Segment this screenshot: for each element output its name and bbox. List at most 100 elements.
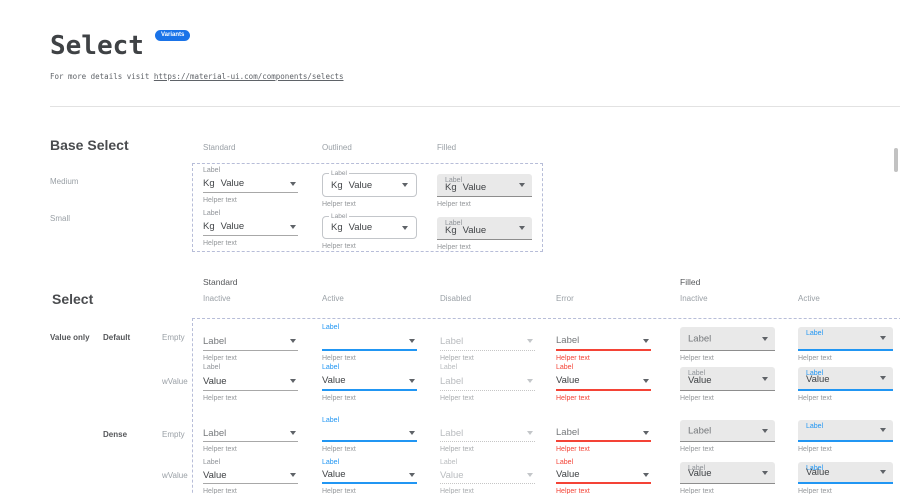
field-label [203,323,298,332]
field-label [440,416,535,425]
select-field: Label Helper text [322,323,417,362]
select-control[interactable]: Label [203,332,298,351]
select-control[interactable]: Kg Value [203,175,298,193]
select-control[interactable] [322,425,417,442]
select-control[interactable]: Value [440,467,535,484]
dropdown-arrow-icon [409,472,415,477]
select-value: Value [348,222,373,233]
select-value: Label [203,427,227,439]
select-field: Label Value Helper text [680,458,775,494]
row-group-default: Default [103,333,131,342]
docs-link[interactable]: https://material-ui.com/components/selec… [153,72,344,81]
helper-text: Helper text [556,446,590,453]
row-group-dense: Dense [103,430,128,439]
select-field: Label Value Helper text [680,363,775,402]
dropdown-arrow-icon [643,472,649,477]
dropdown-arrow-icon [880,376,886,380]
select-value: Value [220,178,245,189]
group-header-filled: Filled [680,277,701,287]
select-control[interactable]: Label [680,327,775,351]
row-label-empty: Empty [162,333,185,342]
select-control[interactable]: Value [203,372,298,391]
helper-text: Helper text [440,395,474,402]
helper-text: Helper text [203,355,237,362]
dropdown-arrow-icon [643,378,649,383]
helper-text: Helper text [680,446,714,453]
dropdown-arrow-icon [880,428,886,432]
select-control[interactable]: Label [556,425,651,442]
select-value: Value [556,469,580,480]
dropdown-arrow-icon [527,473,533,477]
select-control[interactable]: Label Value [680,462,775,484]
select-control[interactable]: Label [440,332,535,351]
value-prefix: Kg [445,182,457,193]
dropdown-arrow-icon [527,379,533,383]
select-control[interactable]: Label [798,420,893,442]
select-control[interactable]: Label Value [798,462,893,484]
select-control[interactable]: Label [440,372,535,391]
select-control[interactable]: Value [322,467,417,484]
select-value: Value [440,469,464,481]
helper-text: Helper text [203,395,237,402]
field-label [556,323,651,332]
base-select-filled-small: Label Kg Value Helper text [437,209,532,251]
select-control[interactable]: Label Value [680,367,775,391]
helper-text: Helper text [437,244,471,251]
select-value: Label [688,333,712,344]
helper-text: Helper text [798,446,832,453]
select-control[interactable]: Label Kg Value [437,174,532,197]
base-select-filled-medium: Label Kg Value Helper text [437,166,532,208]
select-value: Value [556,375,580,386]
column-header-standard: Standard [203,143,236,152]
dropdown-arrow-icon [290,181,296,186]
select-control[interactable]: Label Kg Value [322,170,417,197]
select-control[interactable]: Value [556,467,651,484]
column-header-filled-inactive: Inactive [680,294,708,303]
select-control[interactable]: Kg Value [203,218,298,236]
select-control[interactable]: Label [556,332,651,351]
select-value: Value [688,375,712,386]
field-label: Label [329,170,349,178]
value-prefix: Kg [331,222,343,233]
select-control[interactable] [322,332,417,351]
dropdown-arrow-icon [527,431,533,435]
select-field: Label Helper text [556,416,651,453]
select-field: Label Value Helper text [440,458,535,494]
value-prefix: Kg [203,221,215,232]
field-label [203,416,298,425]
select-control[interactable]: Label [440,425,535,442]
select-field: Label Value Helper text [322,458,417,494]
select-value: Value [203,375,227,387]
value-prefix: Kg [331,179,343,191]
select-control[interactable]: Label [203,425,298,442]
base-select-standard-medium: Label Kg Value Helper text [203,166,298,204]
field-label: Label [445,220,463,227]
select-control[interactable]: Label Value [798,367,893,391]
helper-text: Helper text [798,488,832,494]
select-control[interactable]: Label [798,327,893,351]
page-title: Select [50,31,144,61]
subtitle-text: For more details visit [50,72,154,81]
dropdown-arrow-icon [290,339,296,343]
select-control[interactable]: Value [203,467,298,484]
select-field: Label Value Helper text [556,363,651,402]
scrollbar-thumb[interactable] [894,148,898,172]
select-control[interactable]: Label Kg Value [437,217,532,240]
helper-text: Helper text [322,355,356,362]
dropdown-arrow-icon [527,339,533,343]
helper-text: Helper text [680,488,714,494]
select-value: Value [688,468,712,479]
dropdown-arrow-icon [290,431,296,435]
select-control[interactable]: Value [556,372,651,391]
field-label: Label [688,465,706,472]
select-control[interactable]: Value [322,372,417,391]
select-value: Label [556,427,580,438]
field-label: Label [440,364,458,371]
select-control[interactable]: Label Kg Value [322,213,417,239]
dropdown-arrow-icon [762,470,768,475]
select-control[interactable]: Label [680,420,775,442]
select-value: Value [806,374,830,385]
column-header-active: Active [322,294,344,303]
select-value: Label [688,425,712,436]
select-heading: Select [52,291,94,307]
